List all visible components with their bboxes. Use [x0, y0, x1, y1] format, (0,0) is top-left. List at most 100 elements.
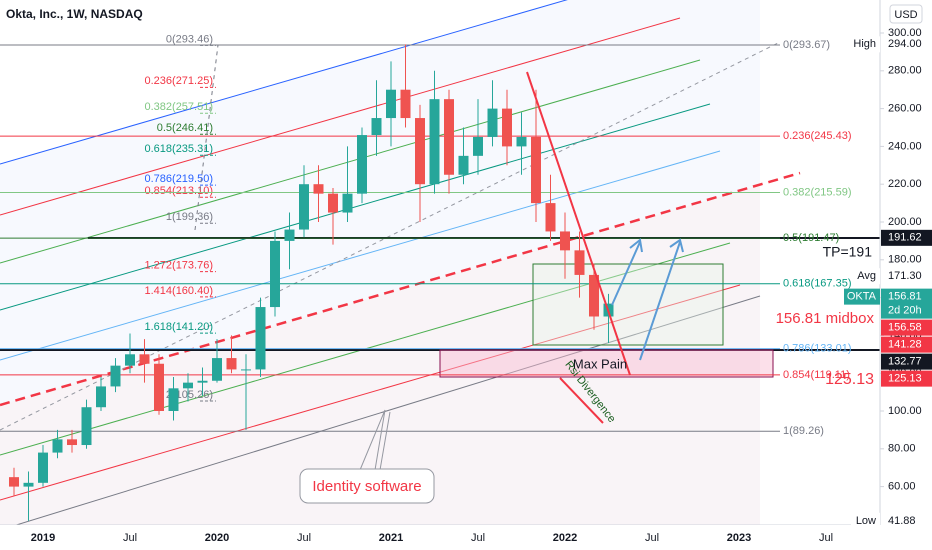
- chart-title: Okta, Inc., 1W, NASDAQ: [6, 7, 143, 21]
- candle-body: [197, 380, 208, 383]
- tag-name-box: [844, 288, 880, 305]
- drawings: [0, 0, 880, 550]
- fib-label: 0.382(215.59): [783, 186, 852, 198]
- callout-box: [299, 468, 435, 504]
- tag-name: OKTA: [847, 291, 877, 303]
- channel-line: [0, 59, 701, 264]
- channel-line: [0, 0, 568, 165]
- candle-body: [23, 482, 34, 487]
- fib-label: 1(89.26): [783, 425, 824, 437]
- price-tag-label: 156.81: [888, 291, 922, 303]
- candle-body: [139, 354, 150, 364]
- price-tag-sub: 2d 20h: [888, 305, 922, 317]
- fib-label: 0.618(167.35): [783, 278, 852, 290]
- candle-body: [473, 136, 483, 156]
- candle-body: [444, 99, 454, 175]
- y-tick-label: 60.00: [888, 481, 916, 493]
- candle-body: [284, 229, 295, 241]
- currency: USD: [894, 9, 917, 21]
- fib-label: 0.786(133.01): [783, 343, 852, 355]
- candle-body: [429, 99, 440, 185]
- candle-body: [96, 386, 106, 408]
- price-tag: [881, 288, 932, 319]
- candle-body: [458, 155, 469, 175]
- channel-line: [0, 17, 681, 216]
- price-tag-label: 156.58: [888, 322, 922, 334]
- candle-body: [313, 184, 324, 194]
- candle-body: [212, 358, 222, 381]
- candle-body: [531, 136, 541, 204]
- candle-body: [183, 382, 193, 389]
- y-tick-label: 280.00: [888, 65, 922, 77]
- channel-line: [0, 150, 721, 361]
- fib-label: 0.236(271.25): [145, 75, 214, 87]
- fib-label: 1(199.36): [166, 211, 213, 223]
- tag-name-box: [844, 36, 880, 53]
- candle-body: [255, 307, 266, 370]
- fib-label: 0(293.46): [166, 33, 213, 45]
- price-tag-label: 294.00: [888, 38, 922, 50]
- pain-box: [439, 349, 774, 378]
- fib-label: 0.382(257.51): [145, 101, 214, 113]
- candle-body: [516, 136, 527, 147]
- arrow: [639, 238, 684, 361]
- fib-label: 0.236(245.43): [783, 130, 852, 142]
- annotation: 156.81 midbox: [776, 310, 875, 327]
- price-tag: [881, 36, 932, 53]
- channel-line: [0, 295, 761, 531]
- candle-body: [400, 89, 411, 119]
- candle-body: [110, 365, 121, 387]
- x-tick-label: 2023: [727, 532, 751, 544]
- price-tag: [881, 229, 932, 246]
- trend-line: [526, 71, 631, 376]
- channel-fill: [0, 0, 760, 550]
- candle-body: [545, 203, 556, 232]
- candle-body: [52, 439, 63, 453]
- y-tick-label: 220.00: [888, 178, 922, 190]
- x-tick-label: Jul: [123, 532, 137, 544]
- price-tag: [881, 336, 932, 353]
- mid-box: [532, 263, 724, 346]
- callout: [359, 409, 391, 471]
- time-axis: [0, 525, 932, 550]
- price-tag-label: 191.62: [888, 232, 922, 244]
- fib-label: 1.272(173.76): [145, 259, 214, 271]
- fib-label: 0(293.67): [783, 39, 830, 51]
- price-tag: [881, 370, 932, 387]
- y-tick-label: 100.00: [888, 405, 922, 417]
- tag-name-box: [851, 268, 880, 285]
- y-tick-label: 240.00: [888, 140, 922, 152]
- currency-box: [889, 4, 923, 24]
- candle-body: [386, 89, 396, 119]
- tag-name: Low: [856, 515, 876, 527]
- fib-label: 1.618(141.20): [145, 321, 214, 333]
- price-tag: [881, 353, 932, 370]
- candle-body: [357, 135, 367, 194]
- tag-name: High: [853, 38, 876, 50]
- price-tag: [881, 319, 932, 336]
- candle-body: [154, 363, 164, 411]
- fib-label: 0.854(213.10): [145, 185, 214, 197]
- x-tick-label: 2021: [379, 532, 403, 544]
- candle-body: [9, 477, 19, 487]
- fib-label: 0.5(246.41): [157, 122, 213, 134]
- y-tick-label: 300.00: [888, 27, 922, 39]
- candle-body: [487, 108, 498, 137]
- candle-body: [589, 274, 599, 317]
- y-tick-label: 180.00: [888, 254, 922, 266]
- annotation: TP=191: [823, 244, 873, 260]
- tag-name-box: [851, 512, 880, 529]
- x-tick-label: 2020: [205, 532, 229, 544]
- y-tick-label: 260.00: [888, 103, 922, 115]
- candle-body: [560, 231, 570, 251]
- price-tag-label: 132.77: [888, 356, 922, 368]
- candle-body: [371, 118, 382, 136]
- y-tick-label: 80.00: [888, 443, 916, 455]
- fib-trend: [194, 44, 219, 231]
- fib-label: 0.786(219.50): [145, 173, 214, 185]
- candle-body: [67, 439, 77, 446]
- fib-label: 0.5(191.47): [783, 232, 839, 244]
- annotation: 125.13: [825, 371, 874, 388]
- candle-body: [299, 184, 309, 230]
- price-tag-label: 125.13: [888, 373, 922, 385]
